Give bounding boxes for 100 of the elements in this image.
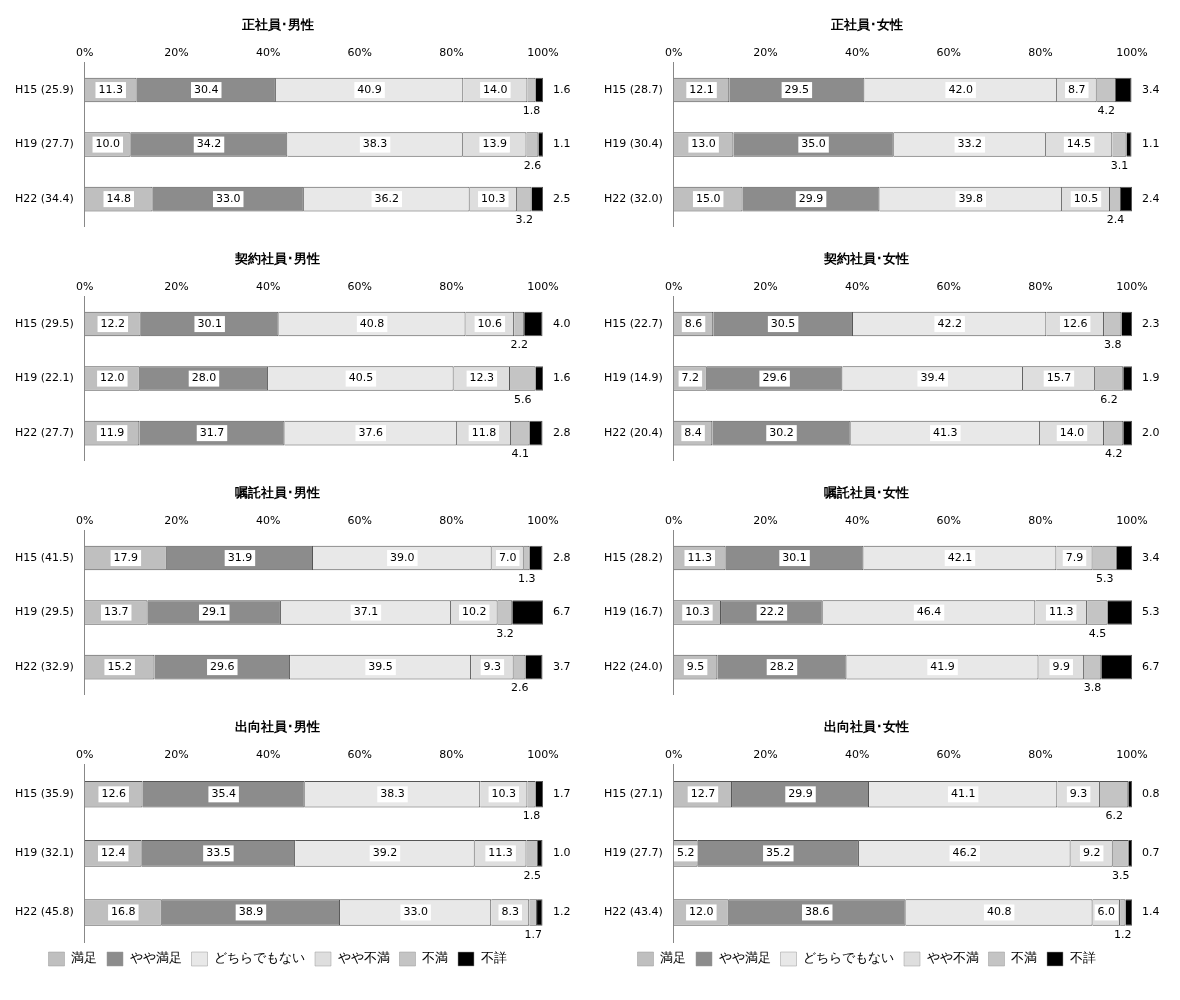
- x-tick-label: 60%: [347, 280, 372, 294]
- legend-label: 不満: [422, 950, 448, 966]
- x-tick-label: 60%: [936, 514, 961, 528]
- data-label: 1.8: [522, 809, 541, 823]
- data-label: 13.0: [691, 137, 716, 151]
- data-label: 11.3: [98, 82, 123, 96]
- y-tick-label: H22 (34.4): [15, 191, 74, 205]
- legend-label: やや不満: [926, 950, 979, 966]
- data-label: 42.2: [937, 316, 962, 330]
- data-label: 39.4: [920, 371, 945, 385]
- data-label: 0.7: [1142, 846, 1160, 860]
- chart-title: 契約社員･男性: [234, 251, 320, 267]
- data-label: 5.3: [1142, 605, 1160, 619]
- data-label: 29.5: [784, 82, 810, 96]
- data-label: 29.1: [202, 605, 227, 619]
- data-label: 39.2: [372, 846, 398, 860]
- x-tick-label: 100%: [527, 514, 559, 528]
- data-label: 5.2: [677, 846, 695, 860]
- x-tick-label: 80%: [1028, 280, 1053, 294]
- x-tick-label: 100%: [1116, 46, 1148, 60]
- legend-label: 不詳: [1069, 950, 1096, 966]
- legend-label: やや満足: [129, 950, 182, 966]
- data-label: 3.5: [1112, 868, 1130, 882]
- y-tick-label: H22 (32.0): [604, 191, 663, 205]
- y-tick-label: H19 (30.4): [604, 137, 663, 151]
- data-label: 41.9: [930, 659, 955, 673]
- data-label: 38.3: [380, 787, 405, 801]
- data-label: 1.1: [1142, 137, 1160, 151]
- y-tick-label: H15 (29.5): [15, 316, 74, 330]
- data-label: 4.5: [1088, 626, 1107, 640]
- data-label: 46.4: [916, 605, 942, 619]
- y-tick-label: H19 (29.5): [15, 605, 74, 619]
- x-tick-label: 100%: [527, 46, 559, 60]
- data-label: 7.9: [1065, 550, 1084, 564]
- data-label: 3.8: [1083, 681, 1102, 695]
- data-label: 6.7: [1142, 659, 1160, 673]
- data-label: 38.3: [362, 137, 388, 151]
- data-label: 11.3: [687, 550, 712, 564]
- x-tick-label: 60%: [347, 748, 372, 762]
- data-label: 40.8: [986, 905, 1012, 919]
- data-label: 1.0: [553, 846, 571, 860]
- data-label: 5.3: [1095, 572, 1114, 586]
- data-label: 33.5: [206, 846, 231, 860]
- x-tick-label: 60%: [936, 748, 961, 762]
- data-label: 12.7: [690, 787, 716, 801]
- data-label: 6.7: [553, 605, 571, 619]
- data-label: 33.0: [215, 191, 241, 205]
- data-label: 28.2: [769, 659, 795, 673]
- data-label: 1.4: [1142, 905, 1160, 919]
- data-label: 4.1: [511, 447, 530, 461]
- data-label: 4.0: [553, 316, 571, 330]
- x-tick-label: 100%: [1116, 748, 1148, 762]
- data-label: 38.6: [804, 905, 830, 919]
- data-label: 1.2: [553, 905, 571, 919]
- data-label: 8.4: [684, 425, 702, 439]
- data-label: 8.3: [501, 905, 519, 919]
- y-tick-label: H22 (24.0): [604, 659, 663, 673]
- data-label: 35.2: [766, 846, 791, 860]
- x-tick-label: 20%: [164, 748, 189, 762]
- x-tick-label: 60%: [347, 46, 372, 60]
- legend-label: 不満: [1011, 950, 1037, 966]
- data-label: 2.6: [523, 158, 542, 172]
- data-label: 2.5: [523, 868, 541, 882]
- x-tick-label: 0%: [665, 280, 683, 294]
- data-label: 3.7: [553, 659, 571, 673]
- data-label: 8.6: [684, 316, 703, 330]
- data-label: 10.6: [477, 316, 503, 330]
- data-label: 1.1: [553, 137, 571, 151]
- data-label: 9.3: [483, 659, 502, 673]
- x-tick-label: 0%: [76, 280, 94, 294]
- y-tick-label: H19 (27.7): [15, 137, 74, 151]
- data-label: 12.6: [1062, 316, 1088, 330]
- data-label: 30.5: [770, 316, 796, 330]
- data-label: 14.8: [106, 191, 131, 205]
- data-label: 30.4: [194, 82, 219, 96]
- y-tick-label: H15 (28.2): [604, 550, 663, 564]
- data-label: 1.8: [522, 104, 541, 118]
- x-tick-label: 80%: [1028, 46, 1053, 60]
- data-label: 6.0: [1097, 905, 1116, 919]
- data-label: 2.3: [1142, 316, 1160, 330]
- data-label: 29.6: [210, 659, 235, 673]
- x-tick-label: 20%: [753, 748, 778, 762]
- data-label: 41.3: [933, 425, 958, 439]
- data-label: 3.4: [1142, 550, 1160, 564]
- data-label: 39.0: [390, 550, 415, 564]
- data-label: 8.7: [1068, 82, 1086, 96]
- data-label: 37.1: [353, 605, 379, 619]
- data-label: 12.2: [100, 316, 126, 330]
- data-label: 40.5: [348, 371, 374, 385]
- data-label: 42.0: [948, 82, 973, 96]
- y-tick-label: H15 (35.9): [15, 787, 74, 801]
- x-tick-label: 80%: [1028, 514, 1053, 528]
- y-tick-label: H15 (27.1): [604, 787, 663, 801]
- x-tick-label: 60%: [936, 280, 961, 294]
- y-tick-label: H19 (32.1): [15, 846, 74, 860]
- data-label: 29.6: [762, 371, 787, 385]
- data-label: 31.9: [227, 550, 253, 564]
- data-label: 1.6: [553, 82, 571, 96]
- data-label: 4.2: [1104, 447, 1123, 461]
- data-label: 9.3: [1069, 787, 1088, 801]
